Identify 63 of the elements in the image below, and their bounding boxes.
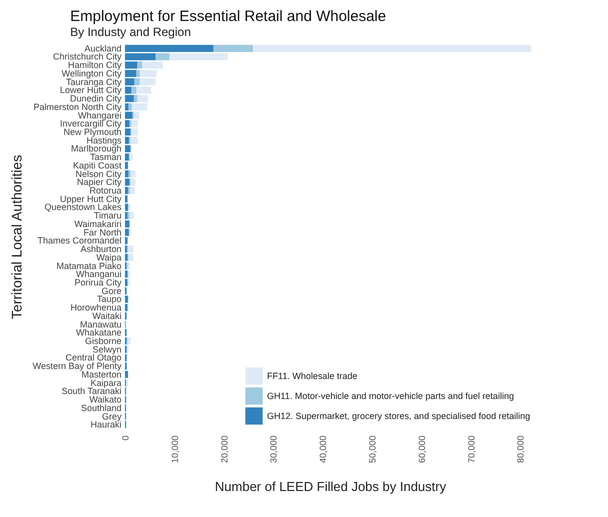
bar — [128, 103, 132, 110]
y-tick-label: Thames Coromandel — [37, 236, 122, 246]
bar — [156, 53, 170, 60]
y-tick-label: Tasman — [90, 152, 122, 162]
y-tick-label: Upper Hutt City — [60, 194, 122, 204]
y-tick-label: Whakatane — [76, 328, 122, 338]
x-tick-label: 20,000 — [219, 436, 230, 464]
y-tick-label: Hauraki — [90, 420, 122, 430]
y-tick-label: Wellington City — [62, 68, 122, 78]
y-tick-label: Rotorua — [89, 186, 122, 196]
y-tick-label: Far North — [83, 227, 122, 238]
x-tick-label: 40,000 — [318, 436, 328, 464]
y-tick-label: Whangarei — [78, 110, 122, 120]
y-tick-label: Taupo — [96, 294, 122, 304]
chart-title: Employment for Essential Retail and Wholesale — [70, 8, 386, 25]
legend-label: GH12. Supermarket, grocery stores, and specialised food retailing — [267, 411, 530, 421]
y-axis-title: Territorial Local Authorities — [8, 154, 25, 320]
y-tick-label: Gisborne — [84, 336, 122, 346]
y-tick-label: Kaipara — [90, 378, 122, 388]
x-tick-label: 10,000 — [170, 436, 180, 464]
y-tick-label: Marlborough — [70, 144, 122, 154]
y-tick-label: Kapiti Coast — [72, 160, 122, 170]
bar — [213, 44, 253, 52]
y-tick-label: Nelson City — [75, 168, 122, 179]
y-tick-label: Hastings — [86, 135, 122, 146]
y-tick-label: Timaru — [94, 210, 122, 221]
x-tick-label: 60,000 — [416, 436, 427, 464]
y-tick-label: Auckland — [84, 43, 122, 54]
y-tick-label: Central Otago — [65, 352, 122, 363]
x-tick-label: 80,000 — [516, 436, 526, 464]
y-tick-label: Christchurch City — [52, 52, 122, 62]
x-tick-label: 50,000 — [367, 436, 378, 464]
y-tick-label: Southland — [80, 402, 122, 413]
y-tick-label: Waimakariri — [74, 218, 122, 229]
y-tick-label: Waipa — [96, 252, 122, 262]
y-tick-label: Masterton — [81, 369, 122, 380]
y-tick-label: Whanganui — [76, 269, 122, 280]
y-tick-label: Queenstown Lakes — [44, 202, 122, 212]
y-tick-label: South Taranaki — [62, 386, 122, 396]
y-tick-label: Dunedin City — [70, 94, 122, 104]
y-tick-label: Grey — [102, 411, 122, 422]
y-tick-label: Lower Hutt City — [60, 85, 122, 96]
bar — [252, 44, 532, 52]
x-tick-label: 0 — [120, 436, 130, 441]
y-tick-label: Palmerston North City — [33, 102, 122, 112]
y-tick-label: Waitaki — [92, 310, 122, 321]
legend-label: GH11. Motor-vehicle and motor-vehicle parts and fuel retailing — [267, 391, 514, 401]
y-tick-label: Western Bay of Plenty — [32, 361, 122, 372]
y-tick-label: Selwyn — [92, 344, 122, 354]
x-tick-label: 70,000 — [466, 436, 476, 464]
y-tick-label: Napier City — [76, 177, 122, 188]
x-tick-label: 30,000 — [268, 436, 279, 464]
y-tick-label: Manawatu — [80, 319, 122, 330]
x-axis-title: Number of LEED Filled Jobs by Industry — [214, 479, 447, 494]
y-tick-label: Ashburton — [80, 244, 122, 254]
y-tick-label: Horowhenua — [70, 302, 122, 313]
y-tick-label: Gore — [101, 286, 122, 296]
y-tick-label: Matamata Piako — [56, 260, 122, 271]
y-tick-label: Hamilton City — [68, 60, 122, 70]
legend-label: FF11. Wholesale trade — [267, 371, 358, 381]
chart-subtitle: By Industy and Region — [70, 24, 191, 39]
bar — [169, 53, 228, 60]
y-tick-label: Waikato — [89, 394, 122, 405]
